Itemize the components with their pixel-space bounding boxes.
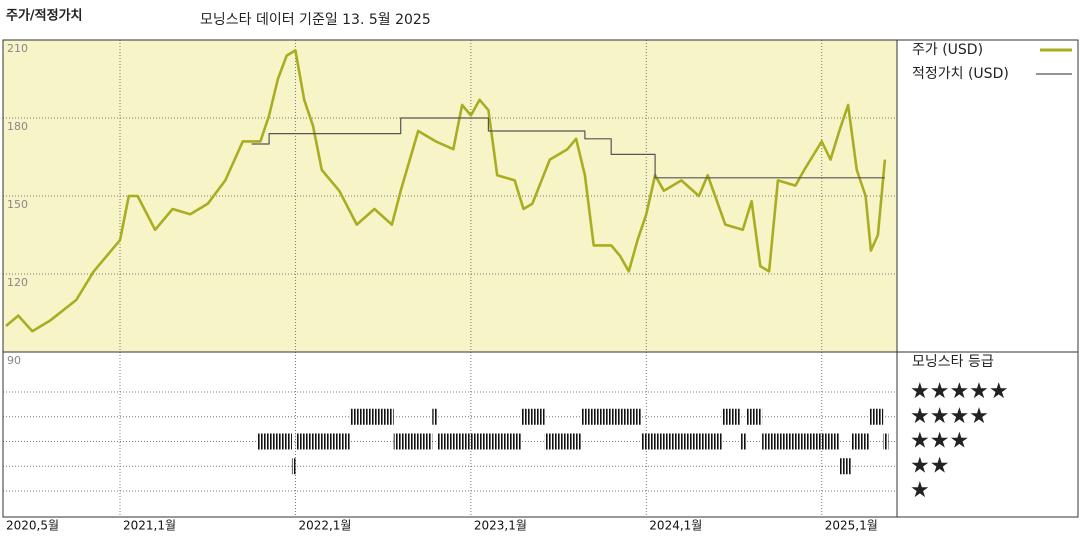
x-tick-label: 2020,5월 xyxy=(6,519,59,533)
rating-bar xyxy=(851,433,870,450)
star-label: ★★★★ xyxy=(910,404,989,429)
rating-bar xyxy=(291,458,296,475)
y-tick-label: 210 xyxy=(7,42,28,55)
star-label: ★★★★★ xyxy=(910,379,1009,404)
rating-bar xyxy=(741,433,747,450)
x-tick-label: 2025,1월 xyxy=(825,519,878,533)
series-line xyxy=(5,49,887,333)
legend-label: 적정가치 (USD) xyxy=(912,66,1009,82)
rating-bar xyxy=(869,408,884,425)
y-tick-label: 90 xyxy=(7,354,21,367)
star-label: ★ xyxy=(910,478,930,503)
x-tick-label: 2024,1월 xyxy=(649,519,702,533)
rating-bar xyxy=(746,408,763,425)
x-tick-label: 2023,1월 xyxy=(474,519,527,533)
rating-bar xyxy=(581,408,642,425)
x-tick-label: 2022,1월 xyxy=(298,519,351,533)
rating-bar xyxy=(544,433,582,450)
rating-bar xyxy=(521,408,545,425)
y-tick-label: 120 xyxy=(7,276,28,289)
y-tick-label: 150 xyxy=(7,198,28,211)
rating-bar xyxy=(839,458,852,475)
rating-bar xyxy=(437,433,522,450)
chart-title: 주가/적정가치 xyxy=(6,8,83,24)
legend-label: 주가 (USD) xyxy=(912,42,983,58)
rating-bar xyxy=(295,433,350,450)
rating-title: 모닝스타 등급 xyxy=(912,354,994,370)
rating-bar xyxy=(256,433,292,450)
rating-bar xyxy=(641,433,722,450)
rating-bar xyxy=(721,408,742,425)
series-line xyxy=(251,117,885,179)
rating-bar xyxy=(762,433,840,450)
star-label: ★★★ xyxy=(910,429,969,454)
rating-bar xyxy=(432,408,438,425)
chart-subtitle: 모닝스타 데이터 기준일 13. 5월 2025 xyxy=(200,12,431,28)
rating-bar xyxy=(883,433,889,450)
rating-bar xyxy=(393,433,433,450)
y-tick-label: 180 xyxy=(7,120,28,133)
star-label: ★★ xyxy=(910,453,949,478)
rating-bar xyxy=(349,408,394,425)
plot-border xyxy=(2,39,1079,518)
x-tick-label: 2021,1월 xyxy=(123,519,176,533)
